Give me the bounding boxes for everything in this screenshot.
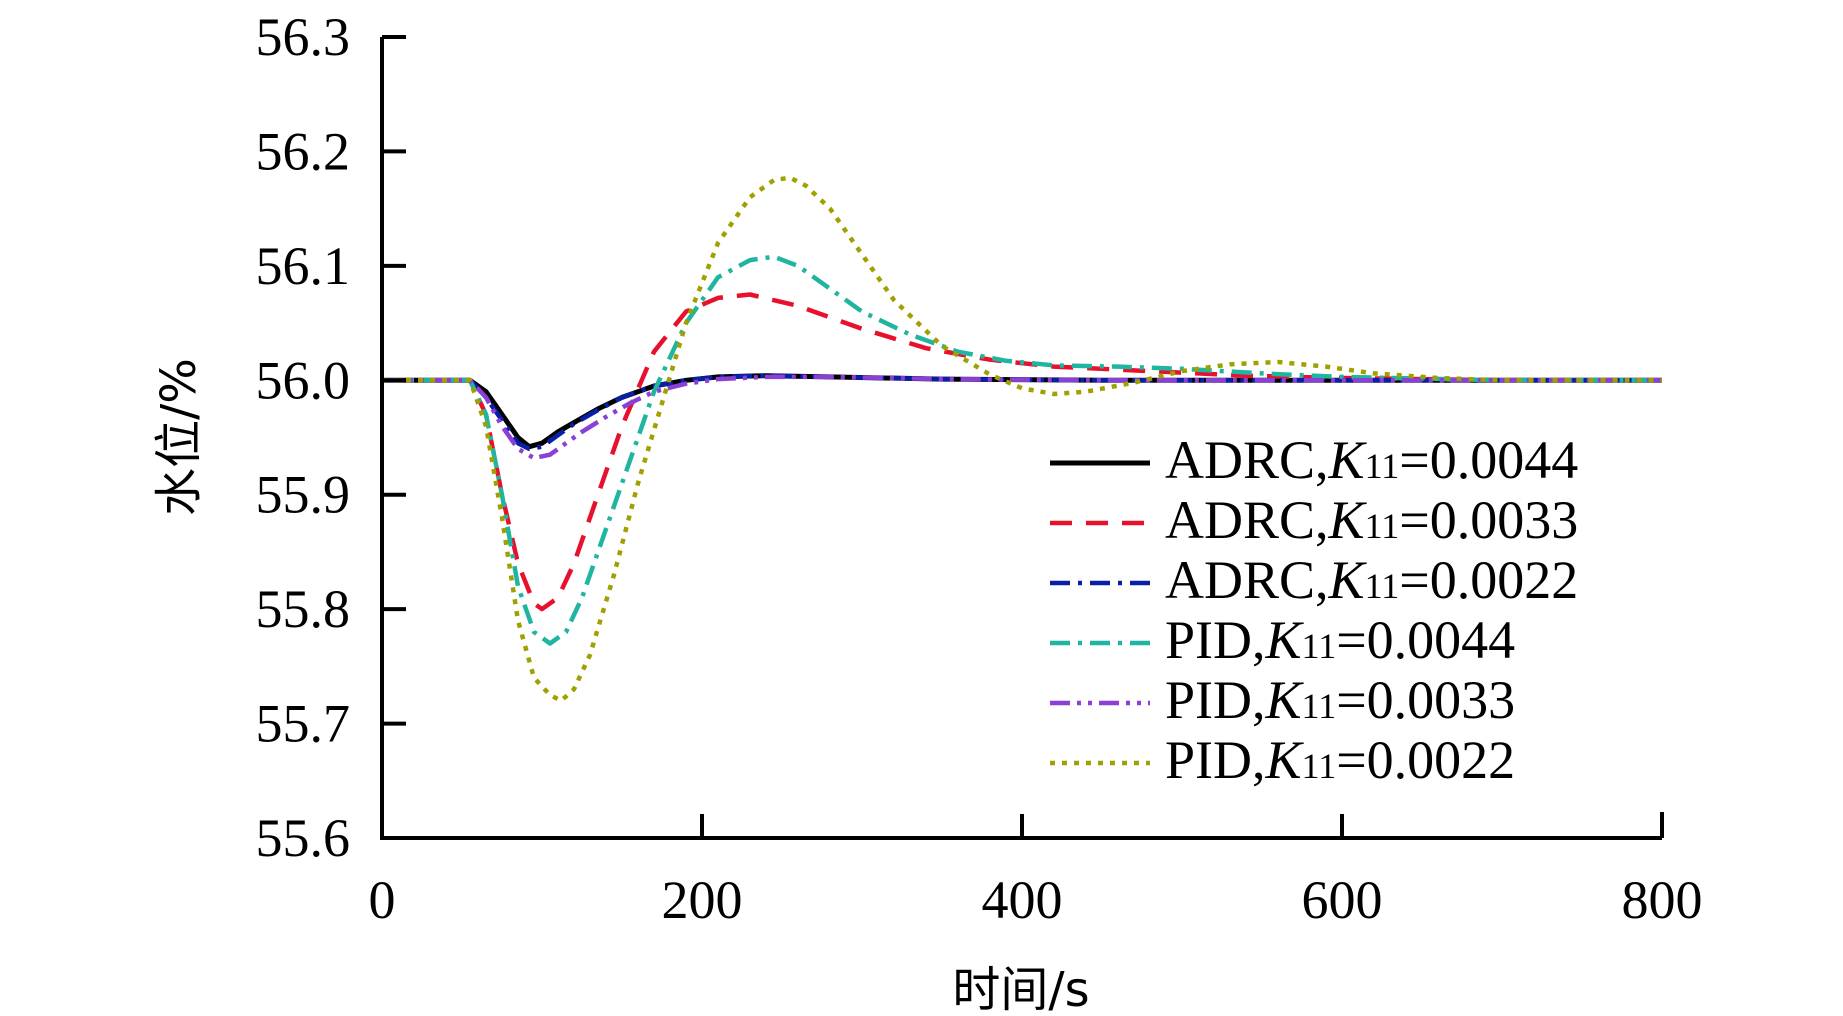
legend-value: =0.0044 [1399,430,1578,490]
y-tick-label: 56.1 [256,236,351,296]
series-line-6 [382,175,1662,703]
legend-value: =0.0022 [1336,730,1515,790]
legend-label-1: ADRC,K11=0.0044 [1165,430,1578,490]
legend-subscript: 11 [1302,626,1337,666]
y-axis-title: 水位/% [151,358,207,516]
legend-prefix: ADRC, [1165,550,1329,610]
y-tick-label: 55.7 [256,694,351,754]
legend-value: =0.0022 [1399,550,1578,610]
x-tick-label: 0 [369,870,396,930]
series-line-4 [382,254,1662,646]
legend-prefix: ADRC, [1165,490,1329,550]
legend-k: K [1328,550,1368,610]
legend-k: K [1265,670,1305,730]
series-layer [382,175,1662,703]
legend-prefix: PID, [1165,670,1266,730]
legend-prefix: PID, [1165,730,1266,790]
legend-label-3: ADRC,K11=0.0022 [1165,550,1578,610]
legend-k: K [1265,730,1305,790]
legend-subscript: 11 [1365,506,1400,546]
legend-subscript: 11 [1365,446,1400,486]
x-tick-label: 200 [662,870,743,930]
legend: ADRC,K11=0.0044ADRC,K11=0.0033ADRC,K11=0… [1050,430,1578,790]
x-axis-title: 时间/s [952,962,1089,1016]
series-line-5 [382,374,1662,461]
legend-k: K [1328,430,1368,490]
y-tick-label: 56.2 [256,121,351,181]
legend-label-5: PID,K11=0.0033 [1165,670,1515,730]
y-tick-label: 56.3 [256,7,351,67]
legend-value: =0.0033 [1336,670,1515,730]
legend-subscript: 11 [1302,746,1337,786]
legend-prefix: PID, [1165,610,1266,670]
legend-subscript: 11 [1302,686,1337,726]
y-tick-label: 55.6 [256,808,351,868]
legend-value: =0.0033 [1399,490,1578,550]
legend-k: K [1265,610,1305,670]
legend-value: =0.0044 [1336,610,1515,670]
y-tick-label: 55.8 [256,579,351,639]
legend-prefix: ADRC, [1165,430,1329,490]
x-tick-label: 400 [982,870,1063,930]
legend-label-4: PID,K11=0.0044 [1165,610,1515,670]
legend-label-2: ADRC,K11=0.0033 [1165,490,1578,550]
legend-label-6: PID,K11=0.0022 [1165,730,1515,790]
x-tick-label: 800 [1622,870,1703,930]
ticks: 55.6 55.7 55.8 55.9 56.0 56.1 56.2 56.3 0 200 400 6… [256,7,1703,930]
y-tick-label: 55.9 [256,465,351,525]
legend-k: K [1328,490,1368,550]
legend-subscript: 11 [1365,566,1400,606]
x-tick-label: 600 [1302,870,1383,930]
y-tick-label: 56.0 [256,350,351,410]
